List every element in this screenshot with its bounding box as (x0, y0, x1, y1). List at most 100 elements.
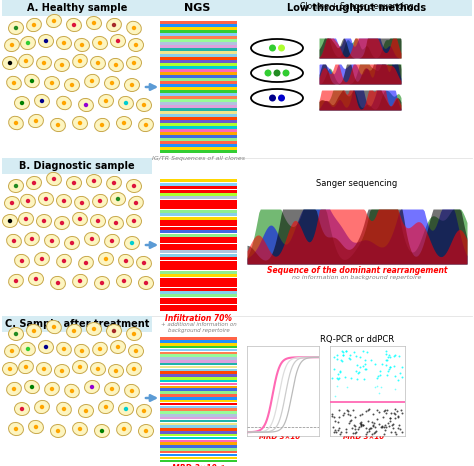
Circle shape (122, 427, 126, 431)
Circle shape (269, 95, 276, 102)
Bar (160, 271, 237, 274)
Text: Cloning + Sanger sequencing: Cloning + Sanger sequencing (300, 2, 414, 11)
Ellipse shape (57, 96, 72, 110)
Circle shape (50, 81, 54, 85)
Ellipse shape (73, 274, 87, 288)
Circle shape (30, 79, 34, 83)
Bar (160, 298, 237, 301)
Bar (160, 295, 237, 297)
Bar (160, 240, 237, 243)
Circle shape (84, 261, 88, 265)
Bar (160, 414, 237, 417)
Ellipse shape (128, 196, 143, 210)
Bar (160, 147, 237, 150)
Ellipse shape (35, 400, 49, 414)
Text: MRD 3×10⁻²: MRD 3×10⁻² (173, 464, 225, 466)
Bar (160, 247, 237, 250)
Ellipse shape (51, 425, 65, 438)
Ellipse shape (118, 96, 134, 110)
Ellipse shape (127, 214, 142, 227)
Circle shape (112, 181, 116, 185)
Circle shape (52, 177, 56, 181)
Circle shape (124, 101, 128, 105)
Circle shape (26, 199, 30, 203)
Circle shape (34, 425, 38, 429)
Bar (160, 48, 237, 51)
Bar (160, 454, 237, 456)
Bar (160, 36, 237, 39)
Bar (160, 217, 237, 219)
Bar (160, 196, 237, 199)
Circle shape (24, 217, 28, 221)
Bar (160, 425, 237, 428)
Ellipse shape (35, 95, 49, 108)
Circle shape (104, 99, 108, 103)
Circle shape (24, 365, 28, 369)
Circle shape (90, 79, 94, 83)
Ellipse shape (95, 118, 109, 131)
Circle shape (10, 349, 14, 353)
Circle shape (114, 63, 118, 67)
Circle shape (134, 201, 138, 205)
Bar (160, 82, 237, 84)
Ellipse shape (5, 38, 19, 52)
Circle shape (72, 23, 76, 27)
Circle shape (60, 369, 64, 373)
Bar (160, 366, 237, 368)
Circle shape (10, 201, 14, 205)
Circle shape (100, 281, 104, 285)
Bar (160, 260, 237, 264)
Ellipse shape (20, 36, 36, 49)
Circle shape (96, 219, 100, 223)
Circle shape (130, 389, 134, 393)
Circle shape (34, 119, 38, 123)
Ellipse shape (27, 177, 41, 190)
Ellipse shape (73, 361, 88, 374)
Bar (160, 96, 237, 99)
Circle shape (116, 39, 120, 43)
Circle shape (278, 95, 285, 102)
Circle shape (14, 121, 18, 125)
Text: MRD 3×10⁻²: MRD 3×10⁻² (259, 434, 307, 440)
Text: Infiltration 70%: Infiltration 70% (165, 314, 232, 323)
Circle shape (96, 61, 100, 65)
Text: RQ-PCR or ddPCR: RQ-PCR or ddPCR (320, 335, 394, 344)
Bar (160, 267, 237, 270)
Text: NGS: NGS (184, 3, 210, 13)
Ellipse shape (28, 115, 44, 128)
Ellipse shape (91, 56, 105, 69)
Bar (160, 420, 237, 422)
Bar (160, 126, 237, 129)
Circle shape (114, 221, 118, 225)
Ellipse shape (79, 256, 93, 270)
Circle shape (72, 329, 76, 333)
Circle shape (110, 81, 114, 85)
Circle shape (278, 44, 285, 52)
Circle shape (8, 367, 12, 371)
Bar (160, 405, 237, 408)
Ellipse shape (128, 39, 144, 52)
Ellipse shape (45, 234, 59, 247)
Bar (160, 251, 237, 254)
Ellipse shape (25, 380, 39, 394)
Bar (160, 459, 237, 462)
Bar (160, 360, 237, 363)
Ellipse shape (56, 254, 72, 267)
Bar (160, 190, 237, 192)
Bar (160, 141, 237, 144)
Circle shape (100, 123, 104, 127)
Circle shape (70, 389, 74, 393)
Circle shape (50, 387, 54, 391)
Bar (160, 69, 237, 72)
Circle shape (104, 257, 108, 261)
Bar (160, 93, 237, 96)
Ellipse shape (64, 236, 80, 249)
Ellipse shape (74, 344, 90, 357)
Circle shape (132, 61, 136, 65)
Bar (160, 431, 237, 433)
Bar (160, 114, 237, 117)
Ellipse shape (55, 217, 70, 230)
Bar (160, 394, 237, 397)
Circle shape (56, 123, 60, 127)
Circle shape (62, 101, 66, 105)
